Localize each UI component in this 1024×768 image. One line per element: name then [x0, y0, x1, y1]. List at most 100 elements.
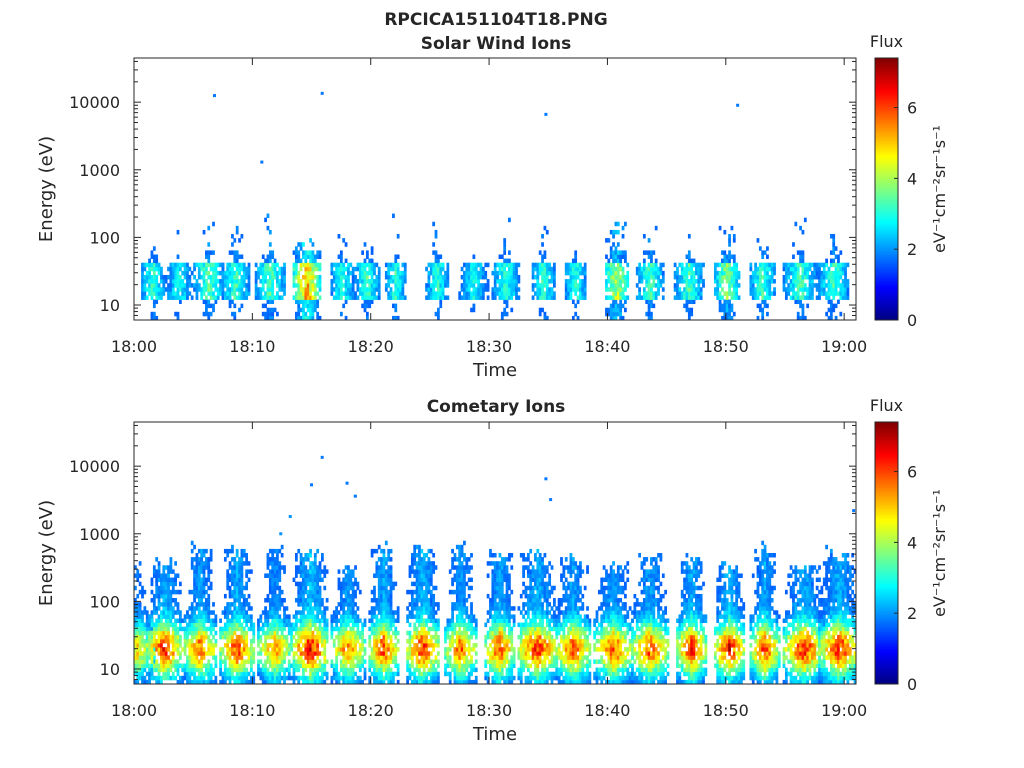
flux-cell [276, 274, 279, 280]
flux-cell [363, 618, 367, 623]
flux-cell [226, 647, 230, 652]
flux-cell [508, 250, 511, 255]
flux-cell [342, 638, 346, 644]
flux-cell [510, 279, 514, 284]
flux-cell [228, 291, 232, 296]
flux-cell [676, 279, 679, 284]
flux-cell [223, 548, 227, 554]
flux-cell [815, 266, 819, 272]
flux-cell [240, 577, 244, 583]
flux-cell [321, 598, 324, 603]
flux-cell [238, 618, 241, 623]
flux-cell [276, 311, 279, 317]
flux-cell [313, 258, 317, 264]
flux-cell [299, 283, 303, 288]
flux-cell [313, 283, 317, 288]
flux-cell [323, 565, 327, 570]
flux-cell [460, 274, 464, 280]
flux-cell [273, 266, 277, 272]
flux-cell [162, 614, 166, 619]
flux-cell [370, 283, 374, 288]
flux-cell [676, 295, 679, 300]
flux-cell [484, 270, 488, 276]
flux-cell [235, 626, 239, 632]
flux-cell [226, 618, 230, 623]
flux-cell [723, 258, 727, 264]
flux-cell [337, 287, 341, 292]
colorbar-segment [875, 123, 898, 127]
flux-cell [545, 287, 549, 292]
flux-cell [226, 655, 230, 660]
flux-cell [361, 647, 365, 652]
flux-cell [157, 626, 161, 632]
flux-cell [510, 270, 514, 276]
flux-cell [226, 274, 230, 280]
flux-cell [408, 675, 412, 681]
x-tick-label: 18:40 [584, 337, 630, 356]
flux-cell [699, 287, 703, 292]
flux-cell [280, 295, 284, 300]
flux-cell [226, 573, 230, 578]
flux-cell [247, 655, 251, 660]
flux-cell [567, 295, 570, 300]
flux-cell [403, 295, 407, 300]
flux-cell [176, 671, 180, 677]
flux-cell [827, 283, 831, 288]
flux-cell [273, 610, 277, 615]
flux-cell [228, 274, 232, 280]
colorbar-tick-label: 2 [907, 240, 917, 259]
flux-cell [197, 679, 201, 685]
flux-cell [829, 291, 833, 296]
flux-cell [268, 295, 272, 300]
flux-cell [498, 295, 502, 300]
flux-cell [401, 279, 405, 284]
flux-cell [134, 679, 137, 685]
colorbar-segment [875, 75, 898, 79]
flux-cell [235, 606, 239, 611]
flux-cell [297, 659, 301, 664]
flux-cell [309, 573, 312, 578]
flux-cell [150, 647, 154, 652]
flux-cell [387, 581, 391, 587]
flux-cell [226, 610, 230, 615]
flux-cell [261, 643, 265, 648]
flux-cell [242, 270, 246, 276]
flux-cell [266, 675, 270, 681]
flux-cell [176, 643, 180, 648]
flux-cell [266, 561, 270, 566]
flux-cell [223, 614, 227, 619]
flux-cell [370, 647, 374, 652]
flux-cell [583, 262, 587, 268]
flux-cell [318, 315, 322, 321]
colorbar-segment [875, 156, 898, 159]
flux-cell [264, 647, 267, 652]
flux-cell [178, 651, 182, 656]
flux-cell [481, 266, 485, 272]
flux-cell [302, 303, 305, 309]
flux-cell [768, 279, 772, 284]
flux-cell [496, 287, 499, 292]
flux-cell [266, 667, 270, 673]
flux-cell [725, 311, 729, 317]
flux-cell [408, 638, 412, 644]
flux-cell [309, 565, 312, 570]
flux-cell [233, 598, 237, 603]
flux-cell [188, 643, 192, 648]
flux-cell [380, 585, 383, 591]
flux-cell [235, 287, 239, 292]
flux-cell [280, 598, 284, 603]
flux-cell [309, 553, 312, 558]
flux-cell [839, 311, 843, 317]
flux-cell [344, 581, 348, 587]
flux-cell [394, 254, 398, 259]
flux-cell [226, 577, 230, 583]
flux-cell [650, 250, 653, 255]
flux-cell [297, 589, 301, 595]
flux-cell [642, 262, 646, 268]
flux-cell [264, 606, 267, 611]
flux-cell [335, 667, 338, 673]
flux-cell [470, 295, 473, 300]
flux-cell [344, 585, 348, 591]
flux-cell [278, 667, 282, 673]
flux-cell [264, 598, 267, 603]
